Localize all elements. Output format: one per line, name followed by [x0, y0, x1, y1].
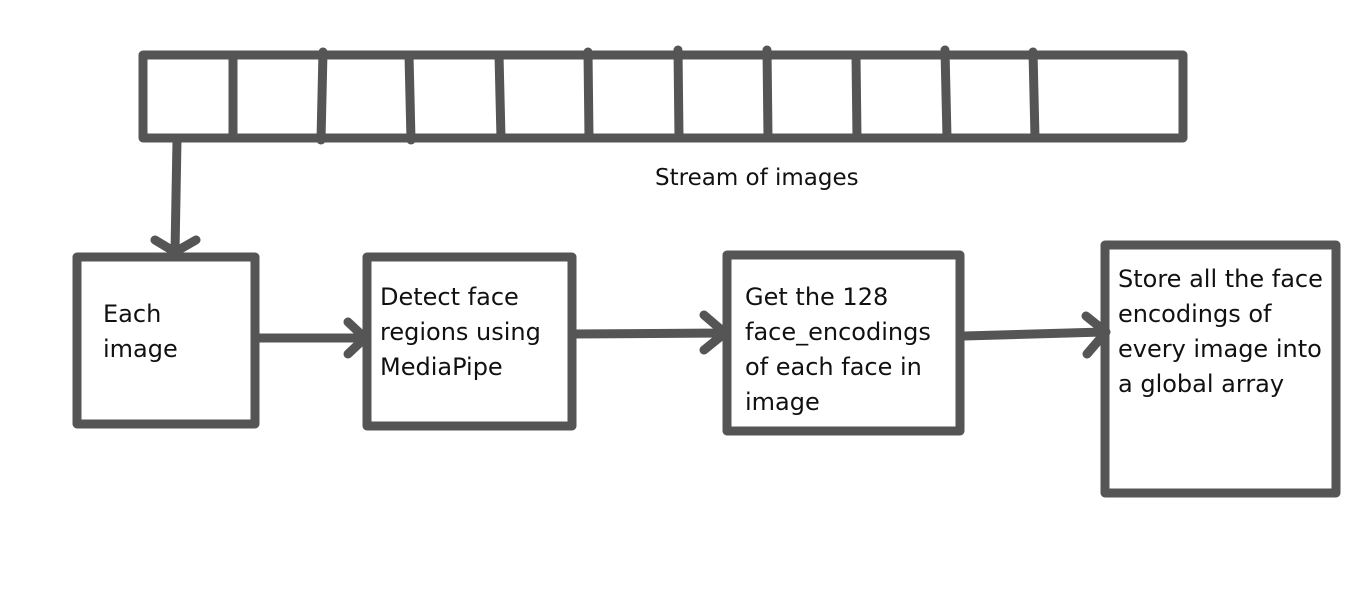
- image-stream-dividers: [228, 45, 1040, 145]
- node-box-get-encodings: [722, 250, 965, 436]
- node-text-store-encodings: Store all the face encodings of every im…: [1118, 262, 1323, 402]
- node-text-get-encodings: Get the 128 face_encodings of each face …: [745, 280, 931, 420]
- frame-divider: [673, 45, 684, 143]
- image-stream-strip: [138, 50, 1188, 143]
- frame-divider: [1028, 47, 1040, 143]
- frame-divider: [851, 50, 862, 143]
- node-box-each-image: [72, 252, 260, 429]
- arrow-stream-to-each-image: [150, 135, 201, 257]
- stream-label: Stream of images: [655, 165, 859, 191]
- node-line: image: [103, 335, 178, 363]
- frame-divider: [494, 50, 506, 143]
- node-line: face_encodings: [745, 318, 931, 346]
- frame-divider: [583, 47, 594, 143]
- frame-divider: [316, 47, 328, 145]
- node-line: Store all the face: [1118, 265, 1323, 293]
- node-line: of each face in: [745, 353, 922, 381]
- node-line: a global array: [1118, 370, 1285, 398]
- node-line: regions using: [380, 318, 541, 346]
- node-text-detect-faces: Detect face regions using MediaPipe: [380, 280, 541, 385]
- arrow-get-encodings-to-store: [959, 311, 1111, 359]
- node-line: MediaPipe: [380, 353, 503, 381]
- frame-divider: [762, 45, 773, 143]
- node-line: Detect face: [380, 283, 519, 311]
- node-text-each-image: Each image: [103, 297, 178, 367]
- arrow-detect-faces-to-get-encodings: [567, 310, 730, 355]
- node-line: Get the 128: [745, 283, 889, 311]
- node-line: encodings of: [1118, 300, 1272, 328]
- node-line: Each: [103, 300, 162, 328]
- frame-divider: [404, 50, 416, 145]
- frame-divider: [940, 45, 952, 143]
- node-line: every image into: [1118, 335, 1322, 363]
- node-line: image: [745, 388, 820, 416]
- node-box-store-encodings: [1100, 240, 1341, 498]
- arrow-each-image-to-detect-faces: [254, 317, 370, 359]
